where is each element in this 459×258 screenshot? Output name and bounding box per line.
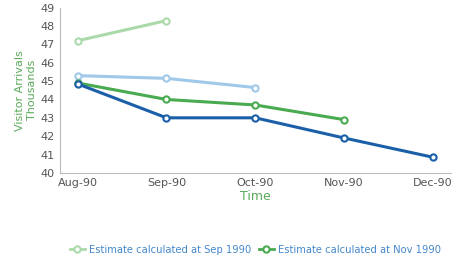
Legend: Estimate calculated at Sep 1990, Estimate calculated at Oct 1990, Estimate calcu: Estimate calculated at Sep 1990, Estimat… bbox=[66, 241, 444, 258]
X-axis label: Time: Time bbox=[240, 190, 270, 204]
Y-axis label: Visitor Arrivals
Thousands: Visitor Arrivals Thousands bbox=[15, 50, 36, 131]
